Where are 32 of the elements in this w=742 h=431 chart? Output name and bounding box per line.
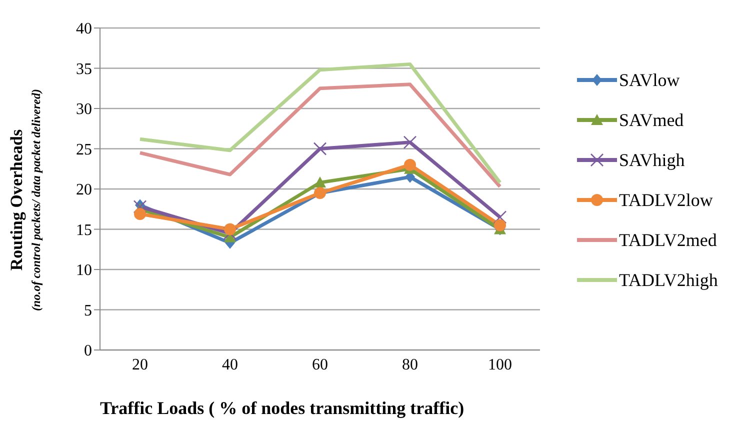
point bbox=[313, 142, 327, 156]
y-tick-label: 30 bbox=[76, 101, 92, 118]
y-tick-label: 10 bbox=[76, 262, 92, 280]
point bbox=[493, 210, 507, 224]
x-tick-label: 60 bbox=[312, 356, 328, 374]
y-tick-label: 20 bbox=[76, 182, 92, 199]
y-tick-label: 35 bbox=[76, 60, 92, 78]
x-tick-label: 20 bbox=[132, 356, 148, 374]
line-series bbox=[138, 62, 502, 184]
point bbox=[494, 219, 506, 232]
x-tick-label: 40 bbox=[222, 356, 238, 374]
y-tick-label: 25 bbox=[76, 141, 92, 158]
y-tick-label: 5 bbox=[84, 302, 92, 320]
y-axis-title: Routing Overheads (no.of control packets/ data packet delivered) bbox=[7, 89, 43, 311]
x-axis-title: Traffic Loads ( % of nodes transmitting traffic) bbox=[100, 398, 464, 419]
legend-label: TADLV2low bbox=[619, 190, 713, 210]
x-tick-label: 100 bbox=[488, 356, 512, 374]
line-series bbox=[138, 82, 502, 188]
legend-label: TADLV2med bbox=[619, 230, 717, 250]
legend-label: SAVhigh bbox=[619, 150, 685, 170]
legend-label: SAVmed bbox=[619, 110, 684, 130]
point bbox=[223, 226, 237, 240]
legend-label: TADLV2high bbox=[619, 270, 718, 290]
point bbox=[314, 176, 326, 188]
x-tick-label: 80 bbox=[402, 356, 418, 374]
legend-label: SAVlow bbox=[619, 70, 680, 90]
y-tick-label: 40 bbox=[76, 20, 92, 38]
point bbox=[224, 223, 236, 236]
y-tick-label: 15 bbox=[76, 222, 92, 239]
point bbox=[403, 136, 417, 149]
y-tick-label: 0 bbox=[84, 342, 92, 360]
point bbox=[404, 158, 416, 171]
